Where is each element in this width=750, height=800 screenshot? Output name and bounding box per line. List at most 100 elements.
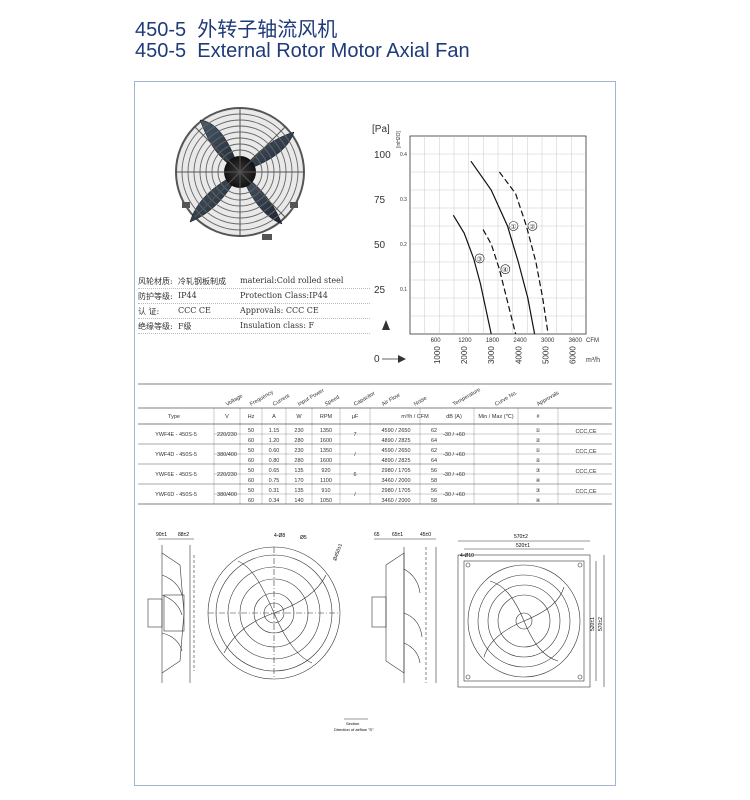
table-header: Curve No.	[494, 390, 519, 408]
table-header: Capacitor	[353, 391, 377, 408]
y-tick-label: 75	[374, 195, 386, 206]
spec-sheet-frame	[134, 81, 616, 786]
table-cell-power: 135	[294, 468, 303, 474]
table-cell-speed: 1050	[320, 498, 332, 504]
table-cell-curve: ③	[536, 467, 541, 474]
table-cell-power: 135	[294, 488, 303, 494]
table-subheader: dB (A)	[446, 414, 462, 420]
table-cell-current: 1.15	[269, 428, 280, 434]
table-cell-voltage: 220/230	[217, 472, 237, 478]
table-subheader: Min / Max (℃)	[478, 414, 513, 420]
table-cell-frequency: 60	[248, 458, 254, 464]
dim-label: 520±1	[516, 543, 530, 549]
table-cell-airflow: 2980 / 1705	[381, 488, 410, 494]
table-cell-current: 0.80	[269, 458, 280, 464]
table-cell-power: 230	[294, 428, 303, 434]
x-tick-label-m3h: 4000	[514, 346, 523, 364]
table-cell-current: 0.75	[269, 478, 280, 484]
table-subheader: RPM	[320, 414, 333, 420]
curve-label: ②	[529, 223, 535, 231]
legend-direction: Direction of airflow "S"	[334, 727, 374, 732]
table-cell-frequency: 50	[248, 428, 254, 434]
side-view-drawing	[147, 538, 195, 683]
title-line-1: 450-5 外转子轴流风机	[135, 18, 337, 41]
x-tick-label-m3h: 3000	[487, 346, 496, 364]
table-cell-type: YWF6E - 450S-5	[155, 472, 197, 478]
dim-label: 65±1	[392, 532, 403, 538]
table-cell-capacitor: /	[354, 492, 356, 498]
table-header: Current	[272, 393, 291, 408]
zero-label: 0	[374, 354, 380, 365]
table-cell-curve: ③	[536, 487, 541, 494]
curve-label-circle	[527, 221, 538, 231]
dim-label: 520±1	[590, 617, 596, 631]
table-cell-airflow: 4890 / 2825	[381, 438, 410, 444]
curve-2	[498, 171, 549, 335]
table-cell-curve: ①	[536, 427, 541, 434]
table-cell-noise: 58	[431, 478, 437, 484]
x-tick-label-cfm: 1800	[486, 338, 500, 344]
table-cell-capacitor: 7	[353, 432, 356, 438]
table-cell-current: 1.20	[269, 438, 280, 444]
dim-label: 65	[374, 532, 380, 538]
spec-row: 绝缘等级: F级 Insulation class: F	[138, 319, 370, 334]
table-cell-frequency: 50	[248, 468, 254, 474]
table-header: Speed	[324, 395, 341, 408]
table-cell-approvals: CCC,CE	[575, 449, 596, 455]
spec-en: Approvals: CCC CE	[240, 306, 319, 315]
table-cell-power: 170	[294, 478, 303, 484]
table-cell-speed: 1600	[320, 438, 332, 444]
dim-label: 4-Ø10	[460, 553, 474, 559]
table-subheader: μF	[352, 414, 359, 420]
table-subheader: #	[536, 414, 540, 420]
table-cell-temperature: -30 / +60	[443, 492, 465, 498]
table-cell-power: 140	[294, 498, 303, 504]
table-cell-speed: 1600	[320, 458, 332, 464]
dim-label: Ø450±1	[332, 543, 344, 562]
legend-section: Section	[346, 721, 359, 726]
table-cell-current: 0.34	[269, 498, 280, 504]
x-tick-label-m3h: 1000	[433, 346, 442, 364]
table-cell-curve: ④	[536, 497, 541, 504]
dim-label: 90±1	[156, 532, 167, 538]
table-cell-curve: ②	[536, 437, 541, 444]
table-cell-frequency: 50	[248, 448, 254, 454]
table-cell-temperature: -30 / +60	[443, 452, 465, 458]
curve-label-circle	[474, 253, 485, 264]
curve-3	[452, 214, 492, 335]
table-subheader: Hz	[248, 414, 255, 420]
table-cell-capacitor: /	[354, 452, 356, 458]
table-cell-power: 280	[294, 458, 303, 464]
curve-label: ①	[510, 223, 516, 231]
table-subheader: V	[225, 414, 229, 420]
table-subheader: A	[272, 414, 276, 420]
table-cell-speed: 910	[321, 488, 330, 494]
table-cell-airflow: 3460 / 2000	[381, 478, 410, 484]
table-header: Air Flow	[381, 393, 401, 408]
table-cell-temperature: -30 / +60	[443, 472, 465, 478]
table-cell-airflow: 3460 / 2000	[381, 498, 410, 504]
table-cell-frequency: 60	[248, 498, 254, 504]
x-tick-label-cfm: 600	[431, 338, 442, 344]
table-cell-current: 0.65	[269, 468, 280, 474]
table-cell-noise: 64	[431, 458, 437, 464]
x-tick-label-m3h: 5000	[541, 346, 550, 364]
curve-label-circle	[500, 264, 511, 274]
table-cell-noise: 56	[431, 488, 437, 494]
dim-label: Ø5	[300, 535, 307, 541]
curve-label: ③	[476, 255, 482, 263]
x-tick-labels: 600 1200 1800 2400 3000 3600 1000 2000 3000 4000 5…	[431, 338, 583, 364]
curve-4	[482, 229, 517, 335]
model-number: 450-5	[135, 19, 187, 41]
chart-grid	[409, 135, 587, 335]
table-cell-noise: 58	[431, 498, 437, 504]
dim-label: 570±2	[514, 534, 528, 540]
table-cell-type: YWF4E - 450S-5	[155, 432, 197, 438]
table-cell-approvals: CCC,CE	[575, 429, 596, 435]
spec-cn-label: 认 证:	[138, 307, 160, 316]
spec-row: 认 证: CCC CE Approvals: CCC CE	[138, 304, 370, 319]
spec-cn-value: F级	[178, 322, 192, 331]
curve-label: ④	[502, 266, 508, 274]
dim-label: 570±2	[598, 617, 604, 631]
table-cell-speed: 920	[321, 468, 330, 474]
